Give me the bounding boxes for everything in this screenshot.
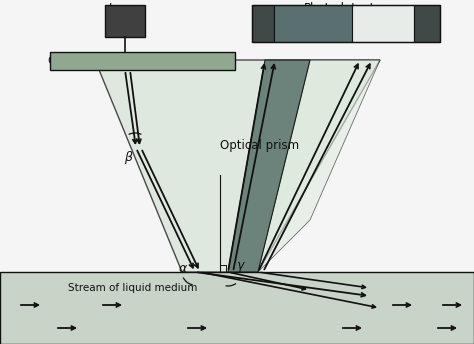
Text: Stream of liquid medium: Stream of liquid medium bbox=[68, 283, 197, 293]
Bar bbox=[0, 272, 474, 344]
Bar bbox=[252, 5, 274, 42]
Polygon shape bbox=[228, 60, 310, 272]
Text: Shadow: Shadow bbox=[287, 17, 339, 30]
Polygon shape bbox=[95, 60, 380, 272]
Text: Optical prism: Optical prism bbox=[220, 139, 300, 151]
Bar bbox=[352, 5, 414, 42]
Text: Optical system: Optical system bbox=[48, 56, 126, 66]
Text: α: α bbox=[179, 261, 187, 275]
Text: Laser: Laser bbox=[109, 2, 141, 15]
Text: β: β bbox=[124, 151, 132, 164]
Bar bbox=[274, 5, 352, 42]
Polygon shape bbox=[258, 60, 380, 272]
Bar bbox=[50, 52, 235, 70]
Text: Light: Light bbox=[368, 17, 398, 30]
Bar bbox=[414, 5, 440, 42]
Bar bbox=[252, 5, 440, 42]
Text: Photodetector: Photodetector bbox=[304, 2, 388, 15]
Bar bbox=[105, 5, 145, 37]
Text: γ: γ bbox=[237, 258, 244, 271]
